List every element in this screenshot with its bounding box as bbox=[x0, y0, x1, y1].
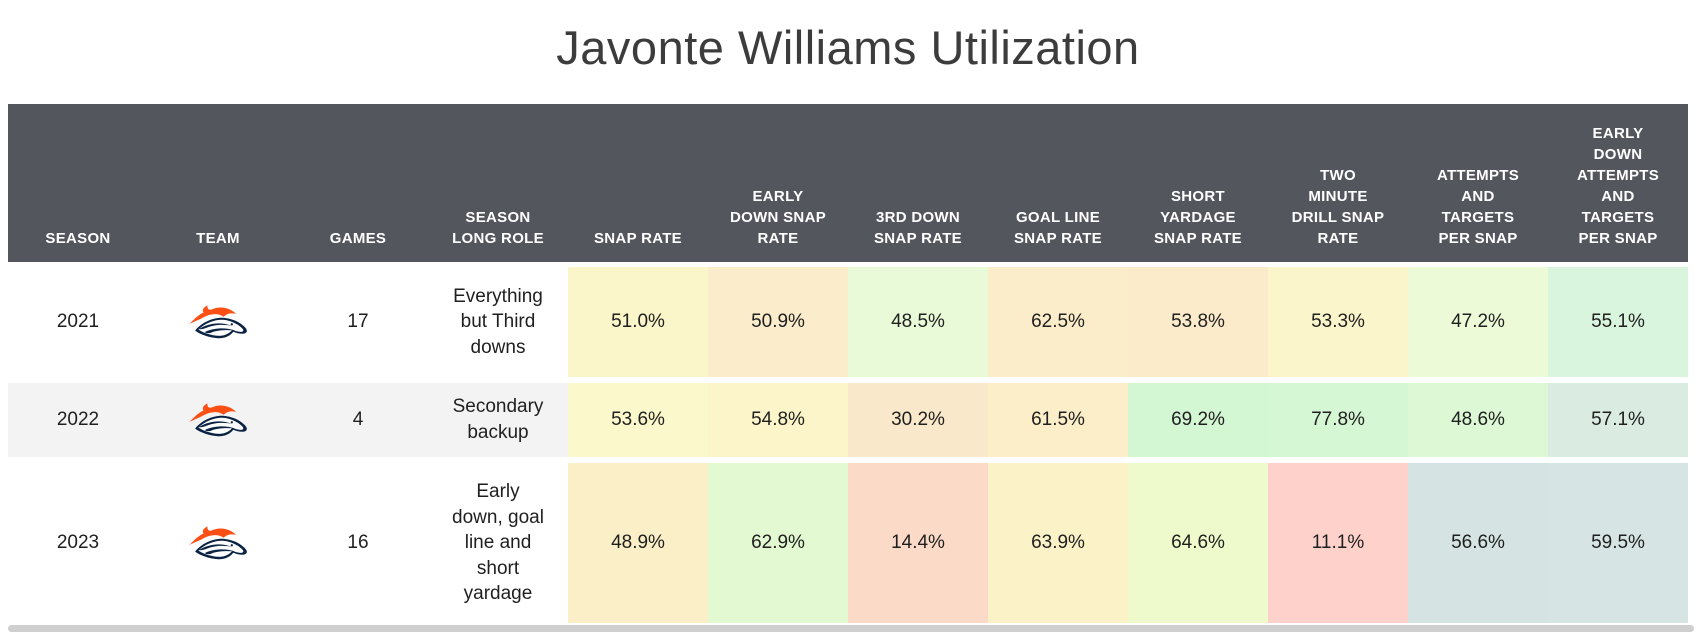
column-header-attempts-targets-per-snap: ATTEMPTS AND TARGETS PER SNAP bbox=[1436, 167, 1520, 247]
broncos-logo-icon bbox=[189, 526, 247, 560]
stat-cell-short-yardage-snap-rate: 64.6% bbox=[1128, 463, 1268, 623]
stat-cell-early-down-snap-rate: 62.9% bbox=[708, 463, 848, 623]
stat-cell-3rd-down-snap-rate: 48.5% bbox=[848, 267, 988, 377]
table-header-row: SEASON TEAM GAMES SEASON LONG ROLE SNAP … bbox=[8, 104, 1688, 262]
stat-cell-goal-line-snap-rate: 63.9% bbox=[988, 463, 1128, 623]
team-cell bbox=[148, 463, 288, 623]
season-cell: 2022 bbox=[56, 409, 100, 431]
season-cell: 2021 bbox=[56, 311, 100, 333]
column-header-season: SEASON bbox=[45, 230, 111, 247]
stat-cell-early-down-attempts-targets-per-snap: 57.1% bbox=[1548, 383, 1688, 457]
season-cell: 2023 bbox=[56, 532, 100, 554]
column-header-team: TEAM bbox=[196, 230, 240, 247]
page-title: Javonte Williams Utilization bbox=[556, 21, 1140, 74]
stat-cell-snap-rate: 53.6% bbox=[568, 383, 708, 457]
column-header-short-yardage-snap-rate: SHORT YARDAGE SNAP RATE bbox=[1154, 188, 1242, 247]
role-cell: Early down, goal line and short yardage bbox=[452, 480, 544, 605]
stat-cell-short-yardage-snap-rate: 53.8% bbox=[1128, 267, 1268, 377]
stat-cell-early-down-attempts-targets-per-snap: 59.5% bbox=[1548, 463, 1688, 623]
table-row-2023: 2023 16 Early down, goal line and short … bbox=[8, 463, 1688, 623]
column-header-two-minute-drill-snap-rate: TWO MINUTE DRILL SNAP RATE bbox=[1291, 167, 1385, 247]
games-cell: 16 bbox=[347, 532, 369, 554]
column-header-3rd-down-snap-rate: 3RD DOWN SNAP RATE bbox=[874, 209, 962, 247]
stat-cell-3rd-down-snap-rate: 14.4% bbox=[848, 463, 988, 623]
stat-cell-goal-line-snap-rate: 61.5% bbox=[988, 383, 1128, 457]
role-cell: Secondary backup bbox=[452, 396, 544, 443]
stat-cell-short-yardage-snap-rate: 69.2% bbox=[1128, 383, 1268, 457]
role-cell: Everything but Third downs bbox=[453, 285, 543, 358]
stat-cell-snap-rate: 51.0% bbox=[568, 267, 708, 377]
table-row-2022: 2022 4 Secondary backup 53.6% 54.8% 30.2… bbox=[8, 383, 1688, 457]
stat-cell-3rd-down-snap-rate: 30.2% bbox=[848, 383, 988, 457]
stat-cell-early-down-snap-rate: 50.9% bbox=[708, 267, 848, 377]
stat-cell-attempts-targets-per-snap: 48.6% bbox=[1408, 383, 1548, 457]
column-header-games: GAMES bbox=[329, 230, 387, 247]
stat-cell-attempts-targets-per-snap: 56.6% bbox=[1408, 463, 1548, 623]
stat-cell-attempts-targets-per-snap: 47.2% bbox=[1408, 267, 1548, 377]
games-cell: 17 bbox=[347, 311, 369, 333]
team-cell bbox=[148, 383, 288, 457]
stat-cell-snap-rate: 48.9% bbox=[568, 463, 708, 623]
column-header-snap-rate: SNAP RATE bbox=[594, 230, 682, 247]
utilization-table: SEASON TEAM GAMES SEASON LONG ROLE SNAP … bbox=[8, 104, 1688, 623]
stat-cell-goal-line-snap-rate: 62.5% bbox=[988, 267, 1128, 377]
stat-cell-two-minute-drill-snap-rate: 77.8% bbox=[1268, 383, 1408, 457]
team-cell bbox=[148, 267, 288, 377]
stat-cell-two-minute-drill-snap-rate: 11.1% bbox=[1268, 463, 1408, 623]
column-header-goal-line-snap-rate: GOAL LINE SNAP RATE bbox=[1014, 209, 1102, 247]
games-cell: 4 bbox=[352, 409, 364, 431]
broncos-logo-icon bbox=[189, 403, 247, 437]
stat-cell-early-down-snap-rate: 54.8% bbox=[708, 383, 848, 457]
stat-cell-early-down-attempts-targets-per-snap: 55.1% bbox=[1548, 267, 1688, 377]
column-header-season-long-role: SEASON LONG ROLE bbox=[452, 209, 544, 247]
stat-cell-two-minute-drill-snap-rate: 53.3% bbox=[1268, 267, 1408, 377]
broncos-logo-icon bbox=[189, 305, 247, 339]
horizontal-scrollbar[interactable] bbox=[8, 625, 1694, 632]
column-header-early-down-attempts-targets-per-snap: EARLY DOWN ATTEMPTS AND TARGETS PER SNAP bbox=[1576, 125, 1660, 247]
column-header-early-down-snap-rate: EARLY DOWN SNAP RATE bbox=[729, 188, 827, 247]
table-row-2021: 2021 17 Everything but Third downs 51.0%… bbox=[8, 267, 1688, 377]
